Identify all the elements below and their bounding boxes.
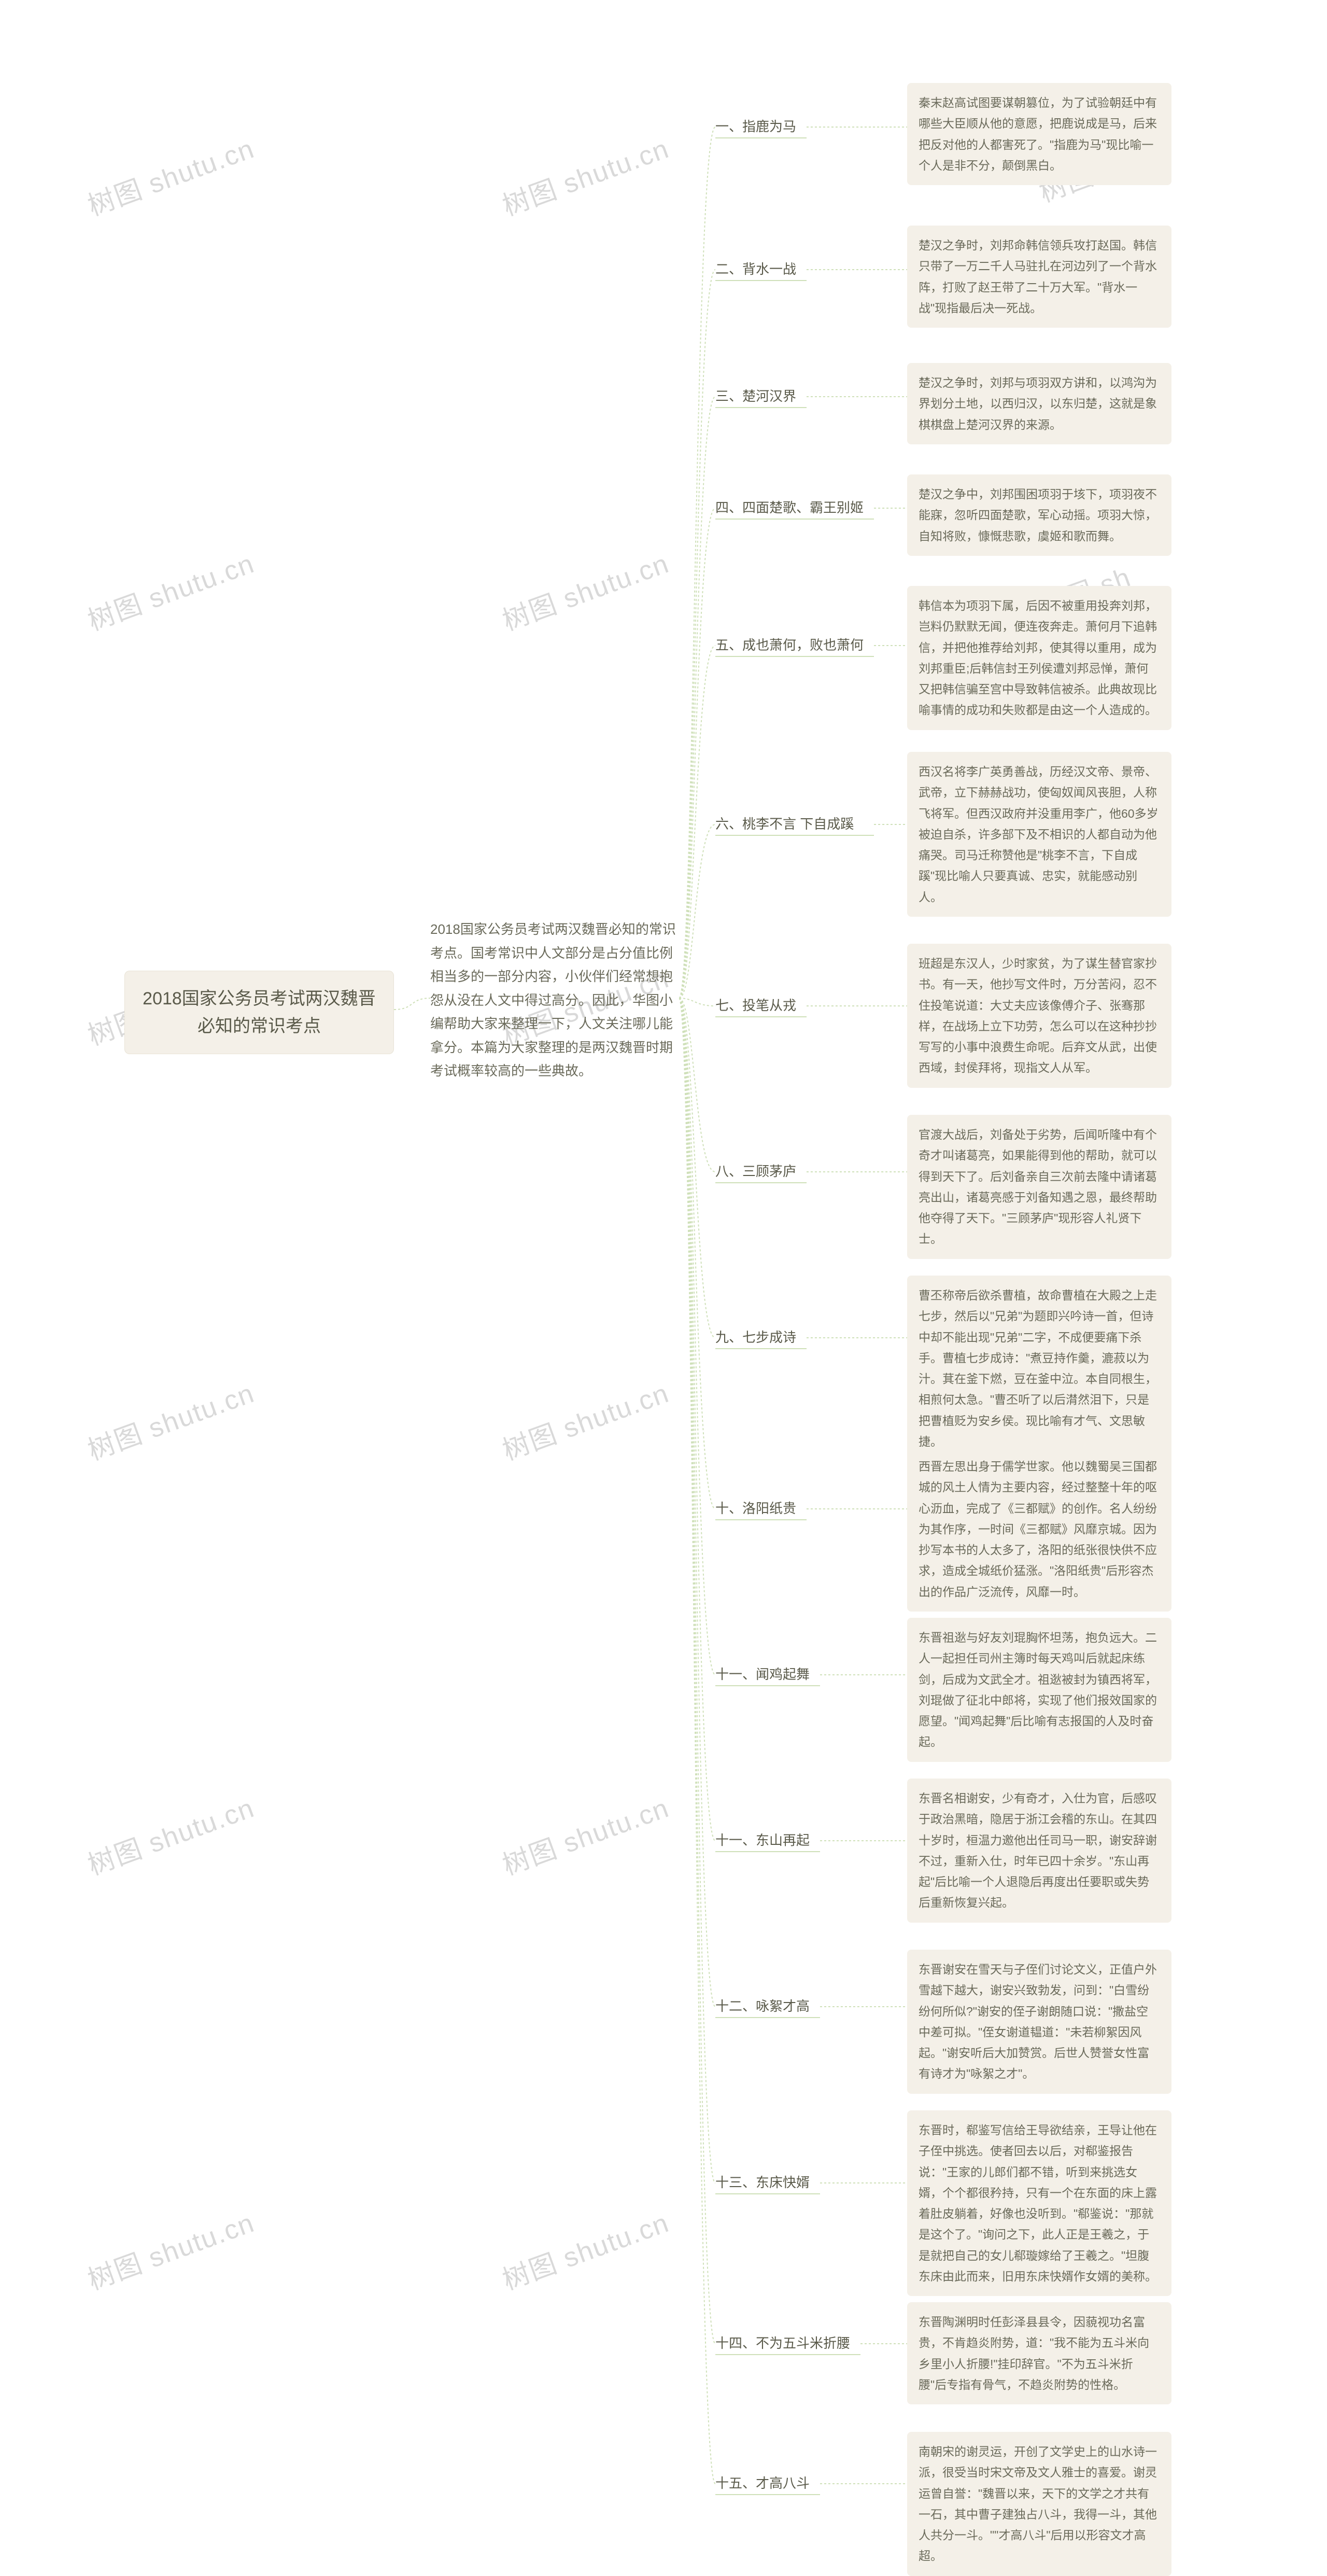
child-node: 一、指鹿为马 [715, 117, 796, 140]
desc-node: 官渡大战后，刘备处于劣势，后闻听隆中有个奇才叫诸葛亮，如果能得到他的帮助，就可以… [907, 1115, 1171, 1259]
child-node: 十四、不为五斗米折腰 [715, 2333, 850, 2357]
child-node: 十三、东床快婿 [715, 2173, 810, 2196]
watermark: 树图 shutu.cn [496, 542, 673, 638]
child-node: 十一、闻鸡起舞 [715, 1664, 810, 1688]
child-underline [715, 656, 874, 657]
watermark: 树图 shutu.cn [496, 1786, 673, 1883]
desc-node: 东晋陶渊明时任彭泽县县令，因藐视功名富贵，不肯趋炎附势，道："我不能为五斗米向乡… [907, 2302, 1171, 2404]
child-node: 九、七步成诗 [715, 1327, 796, 1351]
desc-node: 东晋时，郗鉴写信给王导欲结亲，王导让他在子侄中挑选。使者回去以后，对郗鉴报告说：… [907, 2110, 1171, 2296]
child-underline [715, 2017, 820, 2018]
desc-node: 韩信本为项羽下属，后因不被重用投奔刘邦，岂料仍默默无闻，便连夜奔走。萧何月下追韩… [907, 586, 1171, 730]
child-underline [715, 1519, 807, 1520]
desc-node: 班超是东汉人，少时家贫，为了谋生替官家抄书。有一天，他抄写文件时，万分苦闷，忍不… [907, 944, 1171, 1088]
child-node: 六、桃李不言 下自成蹊 [715, 814, 854, 837]
intro-node: 2018国家公务员考试两汉魏晋必知的常识考点。国考常识中人文部分是占分值比例相当… [430, 918, 679, 1083]
child-node: 二、背水一战 [715, 259, 796, 283]
desc-node: 南朝宋的谢灵运，开创了文学史上的山水诗一派，很受当时宋文帝及文人雅士的喜爱。谢灵… [907, 2432, 1171, 2576]
desc-node: 楚汉之争时，刘邦与项羽双方讲和，以鸿沟为界划分土地，以西归汉，以东归楚，这就是象… [907, 363, 1171, 444]
watermark: 树图 shutu.cn [496, 127, 673, 223]
child-underline [715, 137, 807, 138]
watermark: 树图 shutu.cn [81, 2201, 259, 2298]
child-node: 四、四面楚歌、霸王别姬 [715, 498, 864, 521]
child-underline [715, 2193, 820, 2194]
child-node: 七、投笔从戎 [715, 996, 796, 1019]
desc-node: 西晋左思出身于儒学世家。他以魏蜀吴三国都城的风土人情为主要内容，经过整整十年的呕… [907, 1447, 1171, 1612]
watermark: 树图 shutu.cn [81, 127, 259, 223]
child-node: 十五、才高八斗 [715, 2473, 810, 2497]
child-node: 十二、咏絮才高 [715, 1996, 810, 2020]
watermark: 树图 shutu.cn [496, 2201, 673, 2298]
child-node: 五、成也萧何，败也萧何 [715, 635, 864, 659]
desc-node: 东晋祖逖与好友刘琨胸怀坦荡，抱负远大。二人一起担任司州主簿时每天鸡叫后就起床练剑… [907, 1618, 1171, 1762]
desc-node: 秦末赵高试图要谋朝篡位，为了试验朝廷中有哪些大臣顺从他的意愿，把鹿说成是马，后来… [907, 83, 1171, 185]
desc-node: 东晋名相谢安，少有奇才，入仕为官，后感叹于政治黑暗，隐居于浙江会稽的东山。在其四… [907, 1779, 1171, 1923]
child-underline [715, 1016, 807, 1017]
watermark: 树图 shutu.cn [496, 1371, 673, 1468]
child-underline [715, 1685, 820, 1686]
child-node: 三、楚河汉界 [715, 386, 796, 410]
child-underline [715, 1851, 820, 1852]
watermark: 树图 shutu.cn [81, 1786, 259, 1883]
child-node: 十、洛阳纸贵 [715, 1499, 796, 1522]
child-underline [715, 280, 807, 281]
watermark: 树图 shutu.cn [81, 1371, 259, 1468]
intro-text: 2018国家公务员考试两汉魏晋必知的常识考点。国考常识中人文部分是占分值比例相当… [430, 921, 676, 1079]
child-node: 十一、东山再起 [715, 1830, 810, 1854]
mindmap-canvas: 树图 shutu.cn树图 shutu.cn树图 sh树图 shutu.cn树图… [0, 0, 1327, 2539]
desc-node: 楚汉之争时，刘邦命韩信领兵攻打赵国。韩信只带了一万二千人马驻扎在河边列了一个背水… [907, 226, 1171, 328]
child-node: 八、三顾茅庐 [715, 1161, 796, 1185]
desc-node: 西汉名将李广英勇善战，历经汉文帝、景帝、武帝，立下赫赫战功，使匈奴闻风丧胆，人称… [907, 752, 1171, 917]
desc-node: 东晋谢安在雪天与子侄们讨论文义，正值户外雪越下越大，谢安兴致勃发，问到："白雪纷… [907, 1950, 1171, 2094]
desc-node: 曹丕称帝后欲杀曹植，故命曹植在大殿之上走七步，然后以"兄弟"为题即兴吟诗一首，但… [907, 1276, 1171, 1461]
child-underline [715, 2354, 860, 2355]
desc-node: 楚汉之争中，刘邦围困项羽于垓下，项羽夜不能寐，忽听四面楚歌，军心动摇。项羽大惊，… [907, 474, 1171, 556]
child-underline [715, 407, 807, 408]
root-node: 2018国家公务员考试两汉魏晋必知的常识考点 [124, 971, 394, 1054]
child-underline [715, 1182, 807, 1183]
child-underline [715, 835, 874, 836]
root-title: 2018国家公务员考试两汉魏晋必知的常识考点 [143, 989, 376, 1036]
child-underline [715, 519, 874, 520]
child-underline [715, 2494, 820, 2495]
watermark: 树图 shutu.cn [81, 542, 259, 638]
child-underline [715, 1348, 807, 1349]
